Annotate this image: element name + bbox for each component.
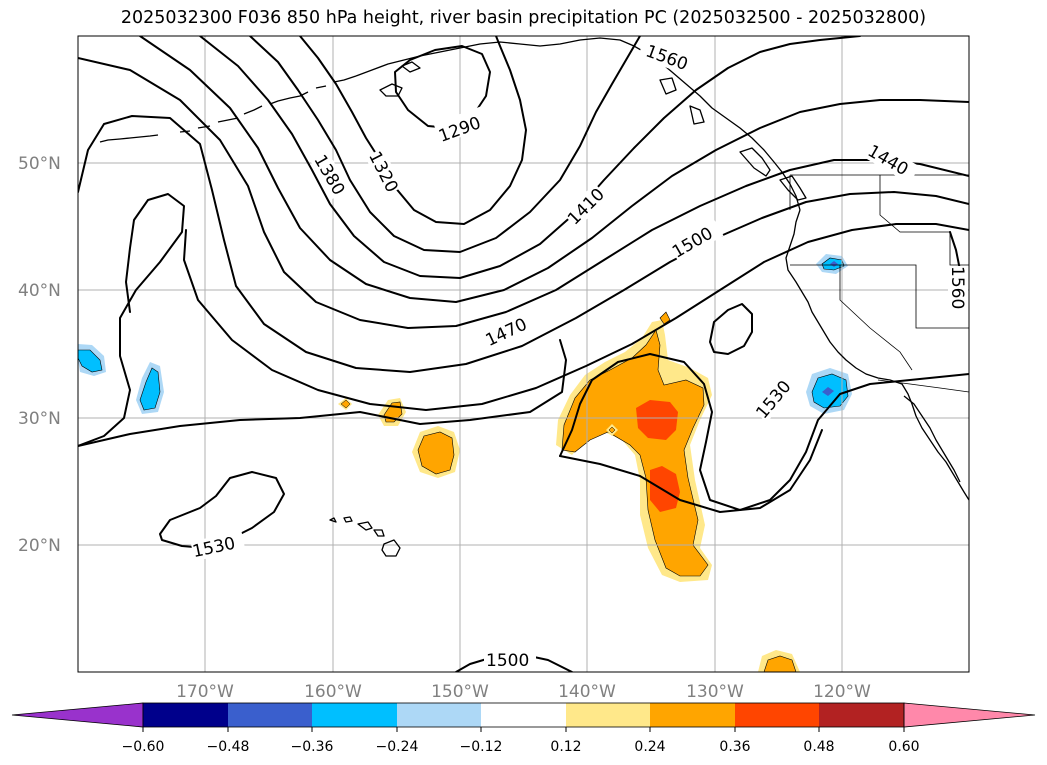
colorbar-label: −0.48 xyxy=(207,739,250,755)
lon-label-140w: 140°W xyxy=(558,682,616,702)
precip-positive-small-3-core xyxy=(340,399,351,409)
precip-negative-socal-core xyxy=(822,387,834,396)
map-title: 2025032300 F036 850 hPa height, river ba… xyxy=(120,8,927,28)
colorbar-segment xyxy=(312,703,397,727)
colorbar-label: −0.12 xyxy=(460,739,503,755)
colorbar-segment xyxy=(397,703,481,727)
precip-positive-small-4-core xyxy=(608,426,616,434)
lat-label-30n: 30°N xyxy=(18,409,61,429)
colorbar-label: 0.24 xyxy=(634,739,665,755)
colorbar-segment xyxy=(481,703,566,727)
precip-positive-hawaii-north-core xyxy=(417,431,455,475)
precip-core-north xyxy=(636,400,678,440)
lon-label-120w: 120°W xyxy=(813,682,871,702)
lon-labels: 170°W 160°W 150°W 140°W 130°W 120°W xyxy=(176,682,871,702)
precip-positive-small-1 xyxy=(659,311,671,325)
precip-positive-main xyxy=(561,329,709,577)
colorbar-segment xyxy=(819,703,904,727)
colorbar-label: 0.60 xyxy=(888,739,919,755)
lon-label-170w: 170°W xyxy=(176,682,234,702)
lon-label-160w: 160°W xyxy=(304,682,362,702)
colorbar-label: −0.60 xyxy=(122,739,165,755)
map-frame xyxy=(77,35,970,673)
colorbar: −0.60 −0.48 −0.36 −0.24 −0.12 0.12 0.24 … xyxy=(11,702,1036,755)
precip-negative-norcal-core xyxy=(830,261,838,267)
lon-label-130w: 130°W xyxy=(686,682,744,702)
colorbar-label: 0.48 xyxy=(803,739,834,755)
lat-label-20n: 20°N xyxy=(18,536,61,556)
precip-negative-west-1 xyxy=(78,349,103,373)
lat-labels: 20°N 30°N 40°N 50°N xyxy=(18,154,61,556)
colorbar-segment xyxy=(228,703,312,727)
lat-label-40n: 40°N xyxy=(18,281,61,301)
colorbar-ticks xyxy=(142,727,905,732)
lat-label-50n: 50°N xyxy=(18,154,61,174)
precip-positive-south-core xyxy=(763,655,797,672)
colorbar-label: 0.36 xyxy=(719,739,750,755)
precip-negative-west-2 xyxy=(139,367,161,411)
colorbar-label: 0.12 xyxy=(550,739,581,755)
colorbar-extend-low xyxy=(11,702,144,728)
contour-label-1500-lower: 1500 xyxy=(486,651,529,671)
precip-core-south xyxy=(650,466,680,512)
lon-label-150w: 150°W xyxy=(431,682,489,702)
colorbar-segment xyxy=(650,703,735,727)
colorbar-extend-high xyxy=(903,702,1036,728)
precip-shading xyxy=(78,254,852,672)
contour-label-1560-east: 1560 xyxy=(947,266,967,309)
colorbar-segment xyxy=(735,703,819,727)
colorbar-label: −0.36 xyxy=(291,739,334,755)
colorbar-segment xyxy=(566,703,650,727)
map-content: 1290 1320 1380 1410 1440 1470 1500 1500 … xyxy=(78,36,969,672)
colorbar-labels: −0.60 −0.48 −0.36 −0.24 −0.12 0.12 0.24 … xyxy=(122,739,920,755)
colorbar-segment xyxy=(143,703,228,727)
colorbar-label: −0.24 xyxy=(376,739,419,755)
